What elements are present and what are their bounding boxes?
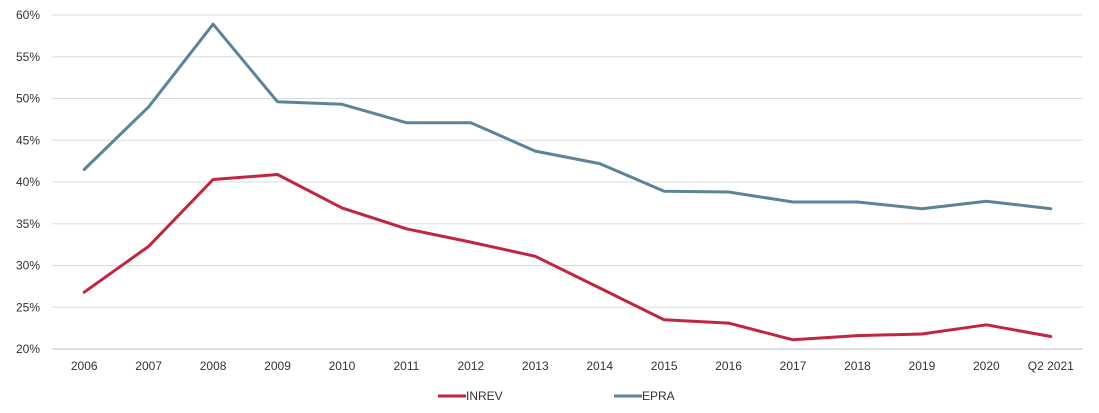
x-tick-label: 2016: [715, 359, 742, 373]
x-tick-label: 2015: [651, 359, 678, 373]
series-line-inrev: [82, 173, 1053, 342]
x-axis-ticks: 2006 2007 2008 2009 2010 2011 2012 2013 2014 2015…: [71, 359, 1074, 373]
y-tick-label: 35%: [16, 217, 40, 231]
y-tick-label: 40%: [16, 175, 40, 189]
x-tick-label: 2019: [909, 359, 936, 373]
y-tick-label: 20%: [16, 342, 40, 356]
x-tick-label: 2020: [973, 359, 1000, 373]
x-tick-label: Q2 2021: [1028, 359, 1074, 373]
legend-item-inrev: INREV: [438, 389, 503, 403]
y-tick-label: 45%: [16, 133, 40, 147]
x-tick-label: 2006: [71, 359, 98, 373]
x-tick-label: 2017: [780, 359, 807, 373]
legend-label: INREV: [466, 389, 503, 403]
legend: INREV EPRA: [438, 389, 675, 403]
gridlines: [52, 14, 1083, 350]
x-tick-label: 2010: [329, 359, 356, 373]
y-axis-ticks: 20% 25% 30% 35% 40% 45% 50% 55% 60%: [16, 8, 40, 356]
legend-label: EPRA: [642, 389, 675, 403]
y-tick-label: 50%: [16, 92, 40, 106]
x-tick-label: 2018: [844, 359, 871, 373]
legend-item-epra: EPRA: [614, 389, 675, 403]
series-lines: [82, 22, 1053, 342]
x-tick-label: 2007: [135, 359, 162, 373]
x-tick-label: 2013: [522, 359, 549, 373]
x-tick-label: 2014: [586, 359, 613, 373]
x-tick-label: 2011: [394, 359, 420, 373]
y-tick-label: 55%: [16, 50, 40, 64]
series-line-epra: [82, 22, 1053, 211]
x-tick-label: 2009: [264, 359, 291, 373]
x-tick-label: 2012: [457, 359, 484, 373]
y-tick-label: 60%: [16, 8, 40, 22]
y-tick-label: 30%: [16, 259, 40, 273]
y-tick-label: 25%: [16, 300, 40, 314]
x-tick-label: 2008: [200, 359, 227, 373]
